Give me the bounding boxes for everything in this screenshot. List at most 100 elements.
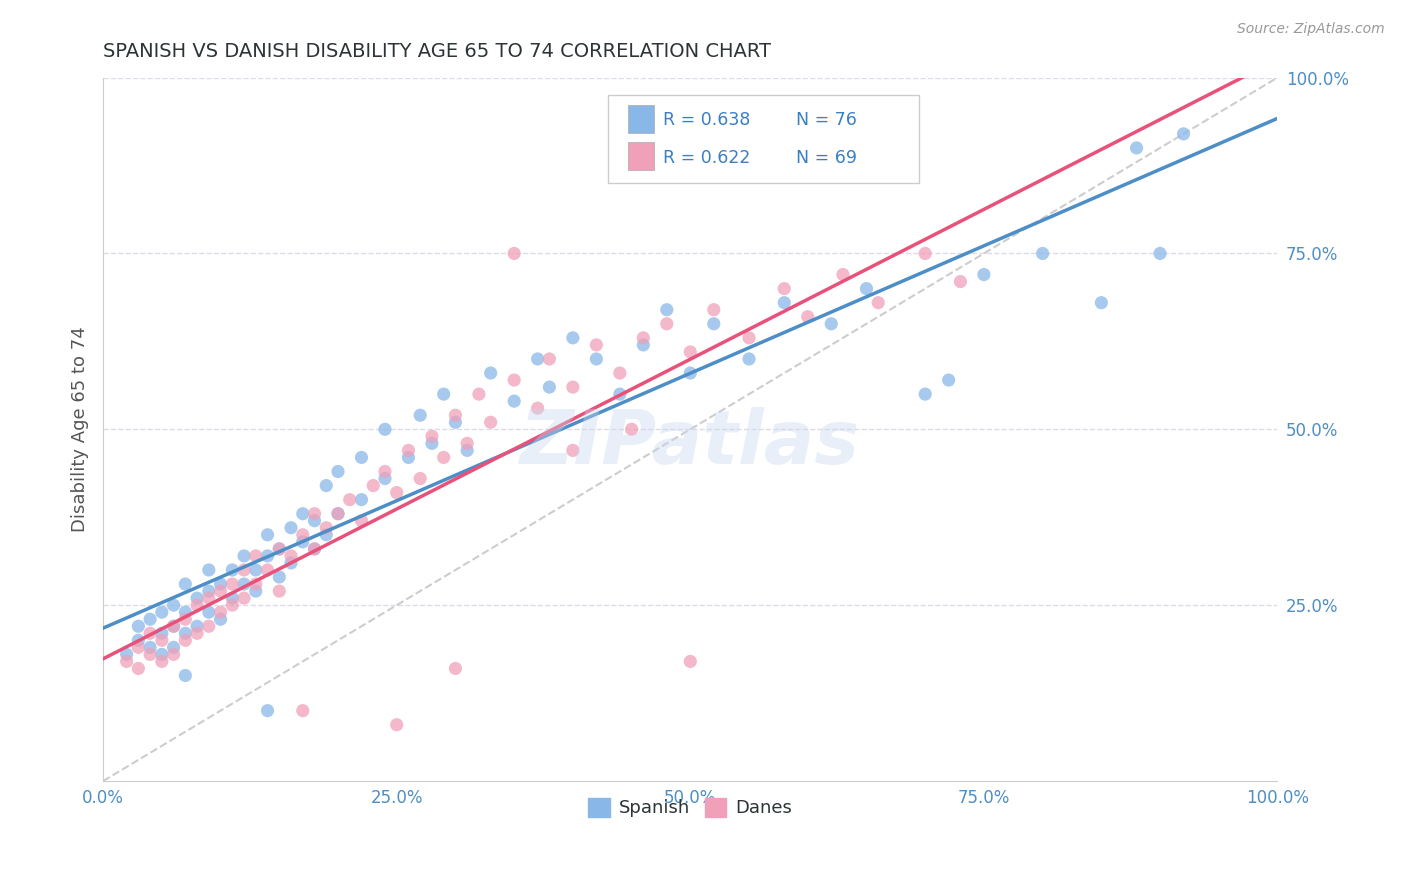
Point [174, 605, 197, 619]
Point [221, 598, 243, 612]
Point [198, 584, 221, 599]
Point [221, 563, 243, 577]
Point [115, 648, 138, 662]
Point [633, 338, 655, 352]
Point [280, 556, 302, 570]
Point [186, 626, 208, 640]
Point [585, 351, 607, 366]
Point [374, 465, 396, 479]
Point [291, 507, 314, 521]
Point [703, 317, 725, 331]
Point [398, 450, 420, 465]
Point [561, 380, 583, 394]
Point [256, 704, 278, 718]
Point [526, 401, 548, 416]
Point [503, 246, 526, 260]
Point [914, 246, 936, 260]
Point [139, 648, 162, 662]
Text: R = 0.638: R = 0.638 [664, 111, 751, 128]
Point [150, 633, 173, 648]
Point [150, 648, 173, 662]
Point [233, 563, 256, 577]
Point [503, 394, 526, 409]
Point [420, 436, 443, 450]
Point [269, 541, 291, 556]
Point [832, 268, 855, 282]
Point [326, 465, 349, 479]
Point [503, 373, 526, 387]
Point [209, 605, 232, 619]
Point [409, 409, 432, 423]
Point [620, 422, 643, 436]
Point [468, 387, 491, 401]
Point [162, 598, 184, 612]
Point [456, 443, 478, 458]
Point [398, 443, 420, 458]
Point [186, 591, 208, 606]
Text: R = 0.622: R = 0.622 [664, 149, 751, 168]
Point [1149, 246, 1171, 260]
Point [350, 450, 373, 465]
Point [245, 563, 267, 577]
Point [221, 577, 243, 591]
Point [444, 415, 467, 429]
Point [150, 654, 173, 668]
Text: N = 69: N = 69 [796, 149, 858, 168]
Point [127, 661, 149, 675]
Point [773, 282, 796, 296]
Point [139, 612, 162, 626]
Point [409, 471, 432, 485]
Point [738, 351, 761, 366]
Point [269, 570, 291, 584]
Point [350, 492, 373, 507]
Point [973, 268, 995, 282]
Point [269, 584, 291, 599]
Point [174, 633, 197, 648]
Point [150, 626, 173, 640]
Y-axis label: Disability Age 65 to 74: Disability Age 65 to 74 [72, 326, 89, 533]
Point [433, 387, 456, 401]
Point [385, 717, 408, 731]
Point [174, 577, 197, 591]
Point [420, 429, 443, 443]
Point [561, 331, 583, 345]
Point [186, 619, 208, 633]
Point [304, 541, 326, 556]
Point [374, 422, 396, 436]
Bar [628, 142, 654, 169]
Point [374, 471, 396, 485]
Point [456, 436, 478, 450]
Point [127, 619, 149, 633]
Point [127, 640, 149, 655]
Point [162, 648, 184, 662]
Point [174, 626, 197, 640]
Point [162, 619, 184, 633]
Text: ZIPatlas: ZIPatlas [520, 407, 860, 480]
Point [127, 633, 149, 648]
Point [245, 549, 267, 563]
Point [1173, 127, 1195, 141]
Point [198, 605, 221, 619]
Point [633, 331, 655, 345]
Point [256, 528, 278, 542]
Point [150, 605, 173, 619]
FancyBboxPatch shape [609, 95, 920, 183]
Point [1032, 246, 1054, 260]
Point [174, 612, 197, 626]
Point [315, 521, 337, 535]
Point [361, 478, 384, 492]
Point [209, 577, 232, 591]
Point [914, 387, 936, 401]
Point [315, 478, 337, 492]
Text: N = 76: N = 76 [796, 111, 856, 128]
Point [1090, 295, 1112, 310]
Point [326, 507, 349, 521]
Point [949, 275, 972, 289]
Point [198, 619, 221, 633]
Point [233, 591, 256, 606]
Point [245, 577, 267, 591]
Point [233, 577, 256, 591]
Point [198, 563, 221, 577]
Point [291, 528, 314, 542]
Point [433, 450, 456, 465]
